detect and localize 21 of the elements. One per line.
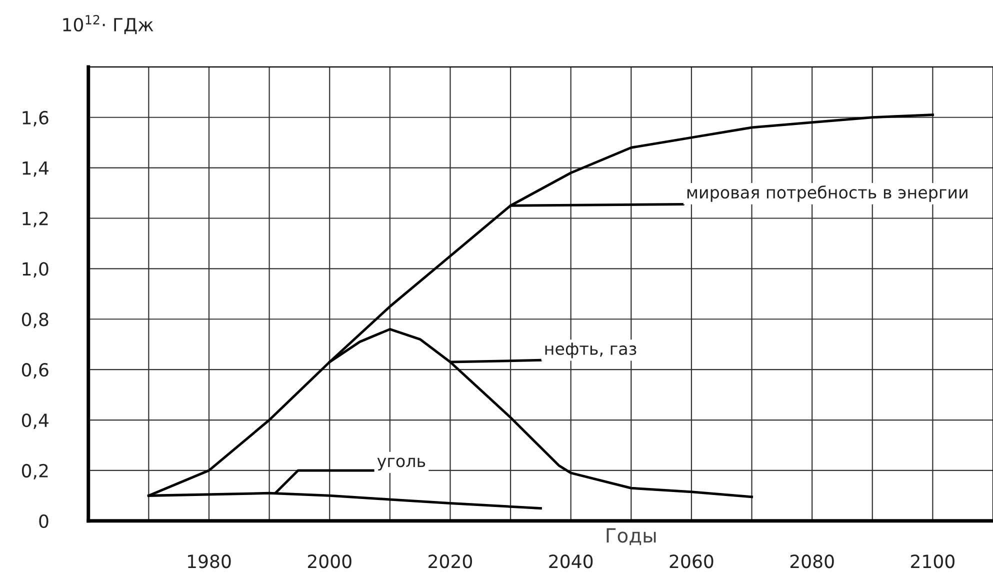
x-axis-title: Годы <box>606 528 656 546</box>
y-tick-label: 0,2 <box>22 464 48 480</box>
x-tick-label: 2020 <box>428 554 472 568</box>
y-tick-label: 1,4 <box>22 162 48 177</box>
y-tick-label: 1,2 <box>22 212 48 228</box>
annotation: мировая потребность в энергии <box>687 185 968 202</box>
y-tick-label: 0,8 <box>22 312 48 328</box>
x-tick-label: 2080 <box>790 554 834 568</box>
y-axis-title: 10$^{12}$· ГДж <box>63 14 154 34</box>
y-tick-label: 0,6 <box>22 363 48 379</box>
annotation: нефть, газ <box>545 342 636 358</box>
x-tick-label: 2060 <box>670 554 714 568</box>
y-tick-label: 1,6 <box>22 110 48 126</box>
y-tick-label: 0 <box>39 514 48 528</box>
x-tick-label: 2100 <box>911 554 954 568</box>
x-tick-label: 2040 <box>549 554 593 568</box>
annotation: уголь <box>377 458 426 470</box>
y-tick-label: 0,4 <box>22 413 48 429</box>
x-tick-label: 1980 <box>188 554 231 568</box>
x-tick-label: 2000 <box>308 554 352 568</box>
y-tick-label: 1,0 <box>22 262 48 278</box>
